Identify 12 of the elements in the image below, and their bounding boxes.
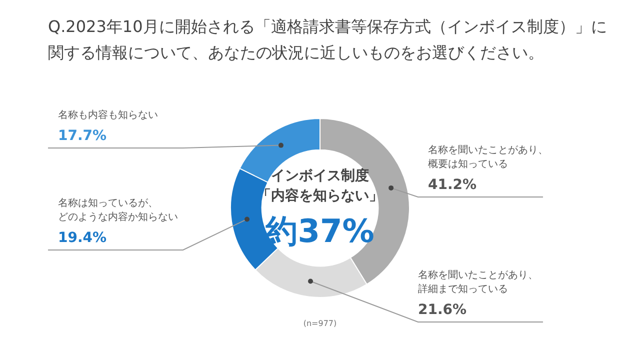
slice-label: 名称を聞いたことがあり、概要は知っている	[428, 144, 548, 170]
slice-label: 名称を聞いたことがあり、詳細まで知っている	[418, 269, 538, 295]
data-label: 19.4%	[58, 230, 107, 246]
data-label: 41.2%	[428, 177, 477, 193]
slice-label: 名称は知っているが、どのような内容か知らない	[58, 197, 178, 223]
data-label: 21.6%	[418, 302, 467, 318]
text: 「内容を知らない」	[257, 187, 383, 204]
text: インボイス制度	[271, 167, 369, 184]
slice-label: 名称も内容も知らない	[58, 109, 158, 121]
chart-title: Q.2023年10月に開始される「適格請求書等保存方式（インボイス制度）」に関する情報について、あなたの状況に近しいものをお選びください。	[48, 16, 608, 64]
data-label: 17.7%	[58, 128, 107, 144]
text: (n=977)	[303, 319, 337, 328]
